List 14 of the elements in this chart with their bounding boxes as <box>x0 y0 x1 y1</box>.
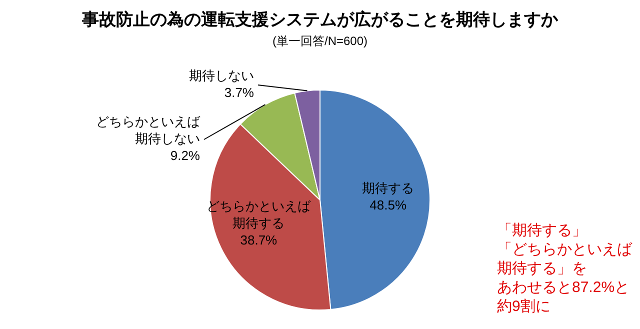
text: 期待する」を <box>497 259 588 278</box>
text: あわせると87.2%と <box>497 278 631 297</box>
text: 「期待する」 <box>497 221 588 240</box>
chart-title: 事故防止の為の運転支援システムが広がることを期待しますか <box>81 9 559 31</box>
slice-label: 期待しない <box>189 68 254 84</box>
data-label: 9.2% <box>170 148 200 164</box>
chart-subtitle: (単一回答/N=600) <box>271 33 369 50</box>
text: 約9割に <box>497 297 552 316</box>
data-label: 3.7% <box>224 85 254 100</box>
slice-label: どちらかといえば期待しない <box>96 114 201 146</box>
slice-label: 期待する <box>362 180 414 196</box>
text: 「どちらかといえば <box>497 240 632 259</box>
data-label: 38.7% <box>240 232 278 248</box>
data-label: 48.5% <box>370 197 407 212</box>
